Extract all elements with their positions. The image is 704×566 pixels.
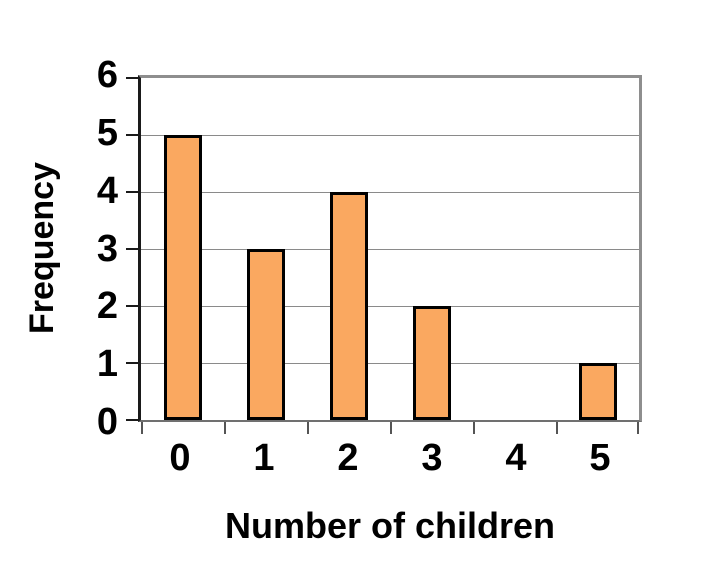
x-tick-label: 0: [169, 437, 191, 479]
x-axis-tick: [307, 422, 309, 434]
x-tick-label: 5: [589, 437, 611, 479]
gridline: [141, 363, 639, 364]
y-axis-tick: [126, 77, 139, 79]
y-axis-tick: [126, 305, 139, 307]
y-tick-label: 1: [96, 343, 118, 386]
bar: [163, 135, 202, 420]
gridline: [141, 192, 639, 193]
y-tick-label: 0: [96, 401, 118, 443]
x-axis-title: Number of children: [224, 505, 556, 546]
x-axis-tick: [224, 422, 226, 434]
y-axis-tick: [126, 362, 139, 364]
y-axis-tick: [126, 134, 139, 136]
bar: [246, 249, 285, 420]
x-axis-tick: [141, 422, 143, 434]
y-axis-tick: [126, 191, 139, 193]
y-tick-label: 6: [96, 54, 118, 96]
x-tick-label: 2: [337, 437, 359, 479]
gridline: [141, 249, 639, 250]
x-tick-label: 3: [421, 437, 443, 479]
bar: [329, 192, 368, 420]
y-axis-tick: [126, 419, 139, 421]
gridline: [141, 135, 639, 136]
x-axis-tick: [473, 422, 475, 434]
y-tick-label: 4: [96, 169, 118, 212]
gridline: [141, 306, 639, 307]
y-tick-label: 2: [96, 285, 118, 328]
y-tick-label: 3: [96, 227, 118, 270]
x-axis-tick: [637, 422, 639, 434]
bar: [578, 363, 617, 420]
x-tick-label: 1: [253, 437, 275, 479]
plot-area: [126, 75, 642, 434]
x-axis-tick: [390, 422, 392, 434]
bar: [412, 306, 451, 420]
x-tick-label: 4: [505, 437, 527, 479]
y-tick-label: 5: [96, 111, 118, 154]
x-axis-tick: [556, 422, 558, 434]
y-axis-tick: [126, 248, 139, 250]
